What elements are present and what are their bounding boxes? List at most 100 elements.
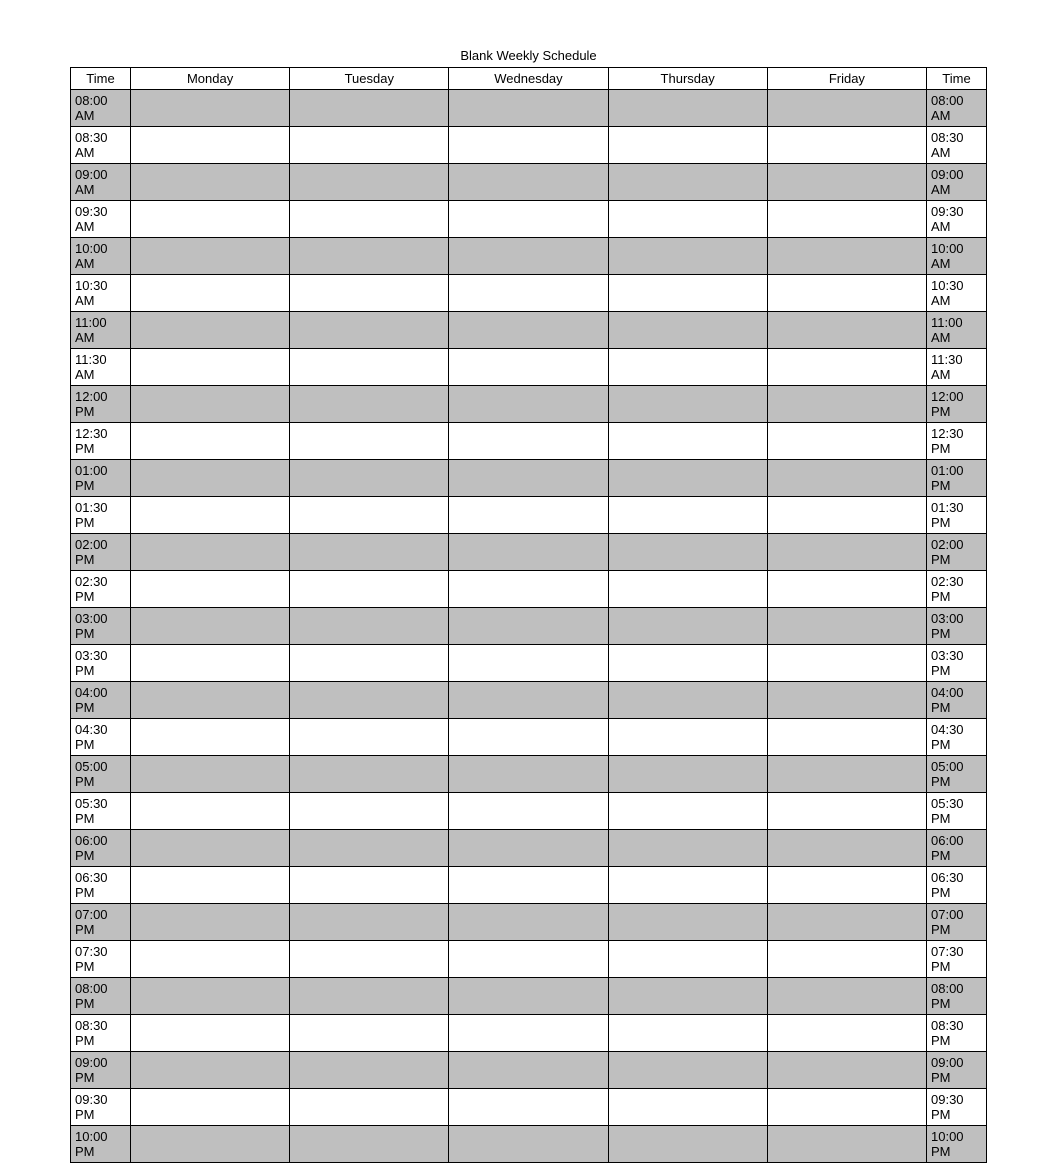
day-cell — [608, 571, 767, 608]
day-cell — [290, 164, 449, 201]
day-cell — [131, 1126, 290, 1163]
time-left-cell: 06:00 PM — [71, 830, 131, 867]
day-cell — [290, 978, 449, 1015]
day-cell — [131, 978, 290, 1015]
schedule-row: 01:00 PM01:00 PM — [71, 460, 987, 497]
time-left-cell: 08:30 AM — [71, 127, 131, 164]
day-cell — [449, 349, 608, 386]
day-cell — [290, 460, 449, 497]
time-left-cell: 06:30 PM — [71, 867, 131, 904]
schedule-row: 05:30 PM05:30 PM — [71, 793, 987, 830]
schedule-row: 11:30 AM11:30 AM — [71, 349, 987, 386]
day-cell — [131, 793, 290, 830]
header-tuesday: Tuesday — [290, 68, 449, 90]
schedule-title: Blank Weekly Schedule — [70, 48, 987, 63]
schedule-row: 10:00 AM 10:00 AM — [71, 238, 987, 275]
day-cell — [449, 497, 608, 534]
day-cell — [131, 1052, 290, 1089]
schedule-row: 02:00 PM02:00 PM — [71, 534, 987, 571]
day-cell — [449, 460, 608, 497]
schedule-row: 07:30 PM07:30 PM — [71, 941, 987, 978]
time-left-cell: 01:00 PM — [71, 460, 131, 497]
day-cell — [290, 682, 449, 719]
day-cell — [131, 90, 290, 127]
day-cell — [131, 830, 290, 867]
schedule-row: 09:30 PM09:30 PM — [71, 1089, 987, 1126]
day-cell — [767, 127, 926, 164]
time-right-cell: 10:00 AM — [927, 238, 987, 275]
time-left-cell: 01:30 PM — [71, 497, 131, 534]
day-cell — [608, 867, 767, 904]
day-cell — [608, 608, 767, 645]
day-cell — [449, 793, 608, 830]
day-cell — [449, 386, 608, 423]
day-cell — [608, 460, 767, 497]
time-right-cell: 10:00 PM — [927, 1126, 987, 1163]
day-cell — [449, 756, 608, 793]
day-cell — [449, 645, 608, 682]
day-cell — [449, 719, 608, 756]
day-cell — [131, 608, 290, 645]
time-left-cell: 10:00 AM — [71, 238, 131, 275]
day-cell — [608, 497, 767, 534]
day-cell — [608, 349, 767, 386]
schedule-row: 04:00 PM04:00 PM — [71, 682, 987, 719]
time-right-cell: 12:30 PM — [927, 423, 987, 460]
time-right-cell: 08:00 PM — [927, 978, 987, 1015]
day-cell — [608, 275, 767, 312]
day-cell — [290, 719, 449, 756]
day-cell — [608, 386, 767, 423]
day-cell — [608, 1015, 767, 1052]
time-right-cell: 03:30 PM — [927, 645, 987, 682]
day-cell — [131, 164, 290, 201]
day-cell — [608, 719, 767, 756]
day-cell — [608, 1126, 767, 1163]
day-cell — [767, 756, 926, 793]
time-right-cell: 11:30 AM — [927, 349, 987, 386]
day-cell — [449, 201, 608, 238]
time-left-cell: 02:30 PM — [71, 571, 131, 608]
day-cell — [767, 386, 926, 423]
day-cell — [131, 349, 290, 386]
time-right-cell: 09:30 AM — [927, 201, 987, 238]
time-right-cell: 02:30 PM — [927, 571, 987, 608]
time-right-cell: 05:30 PM — [927, 793, 987, 830]
day-cell — [449, 1052, 608, 1089]
day-cell — [608, 90, 767, 127]
day-cell — [131, 275, 290, 312]
time-left-cell: 10:30 AM — [71, 275, 131, 312]
day-cell — [131, 497, 290, 534]
day-cell — [449, 90, 608, 127]
day-cell — [449, 571, 608, 608]
day-cell — [767, 608, 926, 645]
schedule-row: 08:00 AM08:00 AM — [71, 90, 987, 127]
day-cell — [131, 645, 290, 682]
day-cell — [290, 1052, 449, 1089]
day-cell — [290, 349, 449, 386]
time-right-cell: 09:00 AM — [927, 164, 987, 201]
schedule-body: 08:00 AM08:00 AM08:30 AM08:30 AM09:00 AM… — [71, 90, 987, 1163]
day-cell — [131, 127, 290, 164]
day-cell — [767, 1089, 926, 1126]
time-left-cell: 03:30 PM — [71, 645, 131, 682]
day-cell — [290, 830, 449, 867]
day-cell — [767, 978, 926, 1015]
day-cell — [449, 275, 608, 312]
time-left-cell: 09:00 PM — [71, 1052, 131, 1089]
schedule-row: 10:30 AM10:30 AM — [71, 275, 987, 312]
day-cell — [131, 1089, 290, 1126]
day-cell — [767, 1126, 926, 1163]
day-cell — [608, 1089, 767, 1126]
day-cell — [290, 201, 449, 238]
day-cell — [449, 608, 608, 645]
schedule-row: 08:30 PM08:30 PM — [71, 1015, 987, 1052]
day-cell — [608, 423, 767, 460]
day-cell — [608, 830, 767, 867]
day-cell — [767, 497, 926, 534]
time-right-cell: 09:30 PM — [927, 1089, 987, 1126]
schedule-row: 06:30 PM06:30 PM — [71, 867, 987, 904]
time-left-cell: 07:00 PM — [71, 904, 131, 941]
time-left-cell: 02:00 PM — [71, 534, 131, 571]
day-cell — [767, 312, 926, 349]
day-cell — [131, 238, 290, 275]
